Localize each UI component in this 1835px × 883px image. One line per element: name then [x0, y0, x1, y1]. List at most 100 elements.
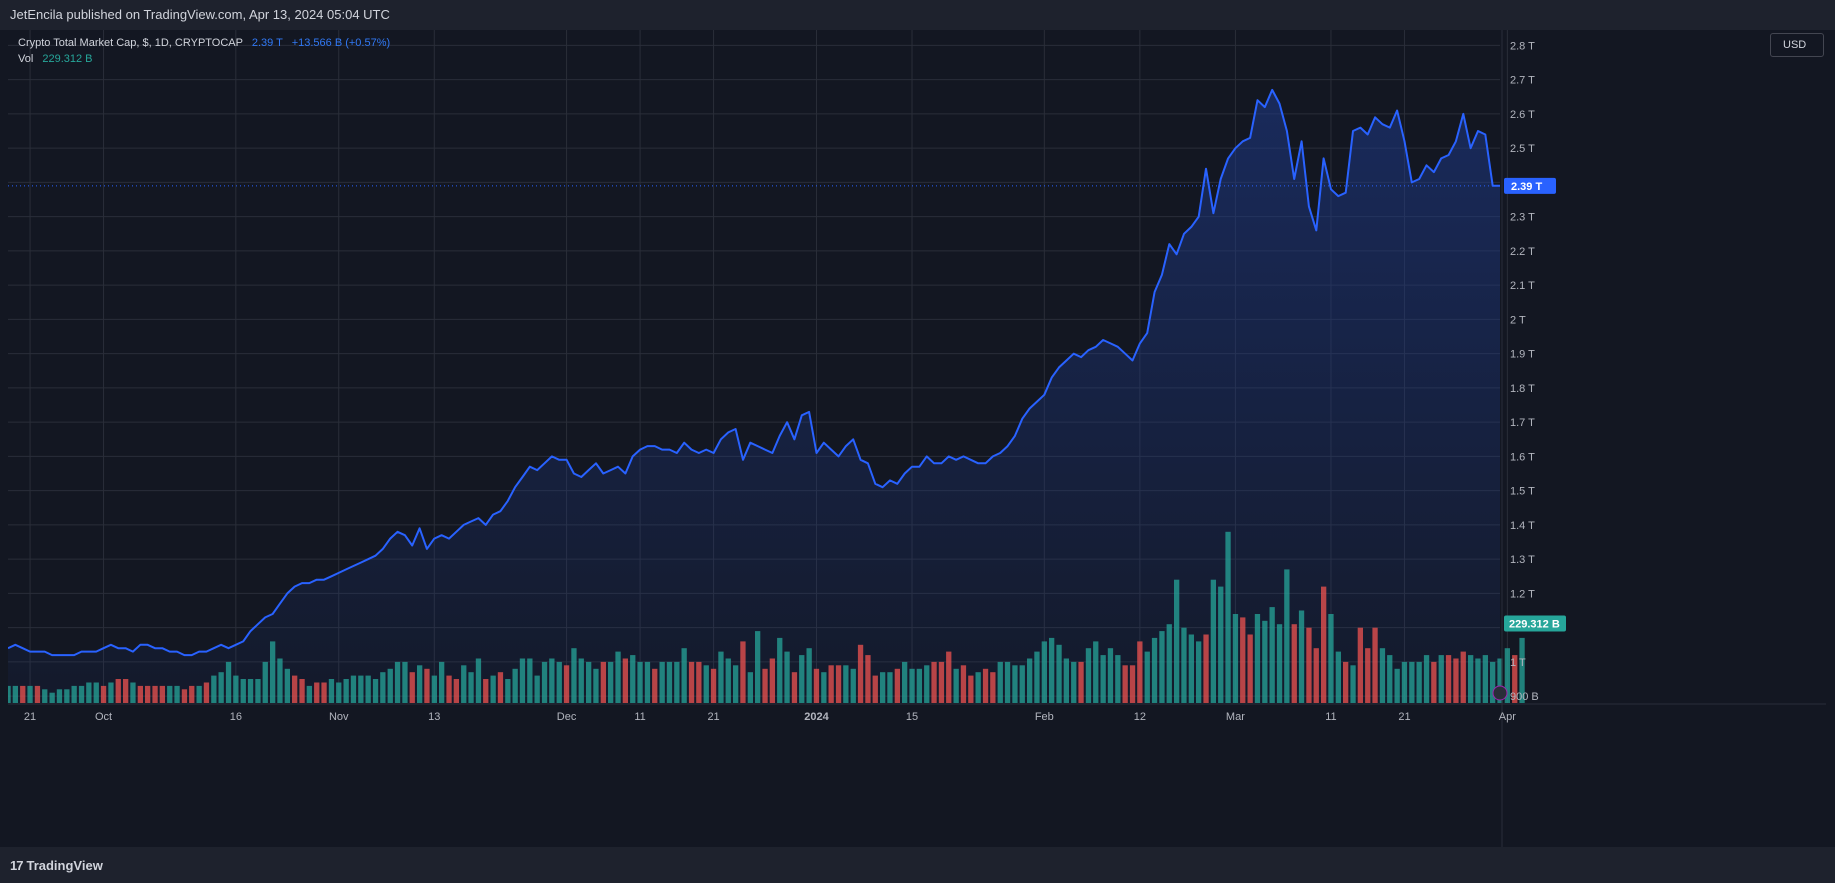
volume-bar [1269, 607, 1275, 703]
volume-bar [1497, 658, 1503, 703]
volume-bar [387, 668, 393, 703]
volume-bar [240, 679, 246, 703]
x-tick-label: 21 [707, 711, 719, 723]
volume-bar [1041, 641, 1047, 703]
volume-bar [380, 672, 386, 703]
volume-bar [1431, 661, 1437, 703]
volume-bar [960, 665, 967, 703]
volume-bar [350, 675, 357, 703]
volume-bar [725, 658, 731, 703]
volume-bar [1306, 627, 1312, 703]
volume-bar [777, 637, 783, 703]
volume-bar [336, 682, 342, 703]
legend-volume-row[interactable]: Vol 229.312 B [18, 51, 390, 67]
volume-bar [652, 668, 658, 703]
volume-bar [1071, 661, 1077, 703]
y-tick-label: 1.3 T [1510, 554, 1535, 566]
volume-bar [1240, 617, 1246, 703]
x-tick-label: 12 [1134, 711, 1146, 723]
volume-bar [34, 685, 41, 703]
volume-bar [56, 689, 63, 703]
volume-bar [1137, 641, 1143, 703]
volume-bar [1196, 641, 1202, 703]
volume-bar [835, 665, 842, 703]
volume-bar [733, 665, 739, 703]
volume-bar [255, 679, 261, 703]
chart-container[interactable]: 2.8 T 2.7 T 2.6 T 2.5 T 2.3 T 2.2 T 2.1 T 2 T 1.… [8, 30, 1826, 847]
volume-bar [475, 658, 482, 703]
volume-bar [1100, 655, 1106, 703]
volume-bar [718, 651, 724, 703]
price-chart[interactable]: 2.8 T 2.7 T 2.6 T 2.5 T 2.3 T 2.2 T 2.1 T 2 T 1.… [8, 30, 1826, 847]
volume-bar [461, 665, 467, 703]
legend-price: 2.39 T [251, 37, 283, 49]
volume-bar [1225, 531, 1231, 703]
footer-bar: 17 TradingView [0, 847, 1835, 883]
volume-bar [1357, 627, 1363, 703]
legend-volume-label: Vol [18, 53, 34, 65]
volume-bar [1482, 655, 1488, 703]
volume-bar [1129, 665, 1136, 703]
volume-bar [696, 661, 702, 703]
legend-symbol-row[interactable]: Crypto Total Market Cap, $, 1D, CRYPTOCA… [18, 35, 390, 51]
volume-bar [306, 685, 312, 703]
volume-bar [8, 685, 11, 703]
volume-bar [358, 675, 364, 703]
volume-bar [152, 685, 158, 703]
volume-bar [167, 685, 173, 703]
volume-bar [270, 641, 276, 703]
volume-bar [1512, 655, 1518, 703]
volume-bar [1210, 579, 1216, 703]
volume-bar [424, 668, 430, 703]
volume-bar [813, 668, 820, 703]
volume-bar [953, 668, 959, 703]
volume-bar [505, 679, 511, 703]
volume-bar [1504, 648, 1510, 703]
volume-bar [556, 661, 562, 703]
volume-bar [1122, 665, 1128, 703]
volume-bar [1423, 655, 1430, 703]
volume-bar [1468, 655, 1474, 703]
y-tick-label: 2.7 T [1510, 75, 1535, 87]
volume-bar [174, 685, 180, 703]
volume-bar [1049, 637, 1055, 703]
volume-bar [203, 682, 210, 703]
y-tick-label: 2.2 T [1510, 246, 1535, 258]
volume-bar [762, 668, 768, 703]
volume-bar [894, 668, 900, 703]
volume-bar [1056, 644, 1062, 703]
volume-bar [931, 661, 937, 703]
chart-legend: Crypto Total Market Cap, $, 1D, CRYPTOCA… [18, 35, 390, 67]
y-tick-label: 1.2 T [1510, 588, 1535, 600]
volume-bar [1335, 651, 1341, 703]
price-line [8, 88, 1500, 657]
volume-bar [519, 658, 526, 703]
tradingview-logo[interactable]: 17 TradingView [10, 858, 103, 873]
volume-bar [284, 668, 290, 703]
volume-bar [1291, 624, 1297, 703]
volume-bar [1343, 661, 1349, 703]
volume-bar [145, 685, 151, 703]
x-tick-label: Apr [1499, 711, 1516, 723]
volume-bar [181, 689, 188, 703]
volume-bar [1063, 658, 1069, 703]
volume-bar [578, 658, 584, 703]
volume-bar [1401, 661, 1408, 703]
volume-bar [1416, 661, 1422, 703]
y-tick-label: 1.4 T [1510, 520, 1535, 532]
volume-bar [1019, 665, 1025, 703]
volume-bar [600, 661, 606, 703]
volume-bar [681, 648, 687, 703]
volume-bar [1078, 661, 1084, 703]
x-tick-label: 15 [906, 711, 918, 723]
volume-bar [1174, 579, 1180, 703]
x-tick-label: Nov [329, 711, 349, 723]
volume-bar [703, 665, 709, 703]
tradingview-logo-icon: 17 [10, 858, 24, 873]
volume-bar [1321, 586, 1327, 703]
last-price-tag-label: 2.39 T [1511, 181, 1542, 193]
y-tick-label: 1.8 T [1510, 383, 1535, 395]
currency-button[interactable]: USD [1770, 33, 1824, 57]
volume-bar [1181, 627, 1187, 703]
volume-bar [1203, 634, 1209, 703]
